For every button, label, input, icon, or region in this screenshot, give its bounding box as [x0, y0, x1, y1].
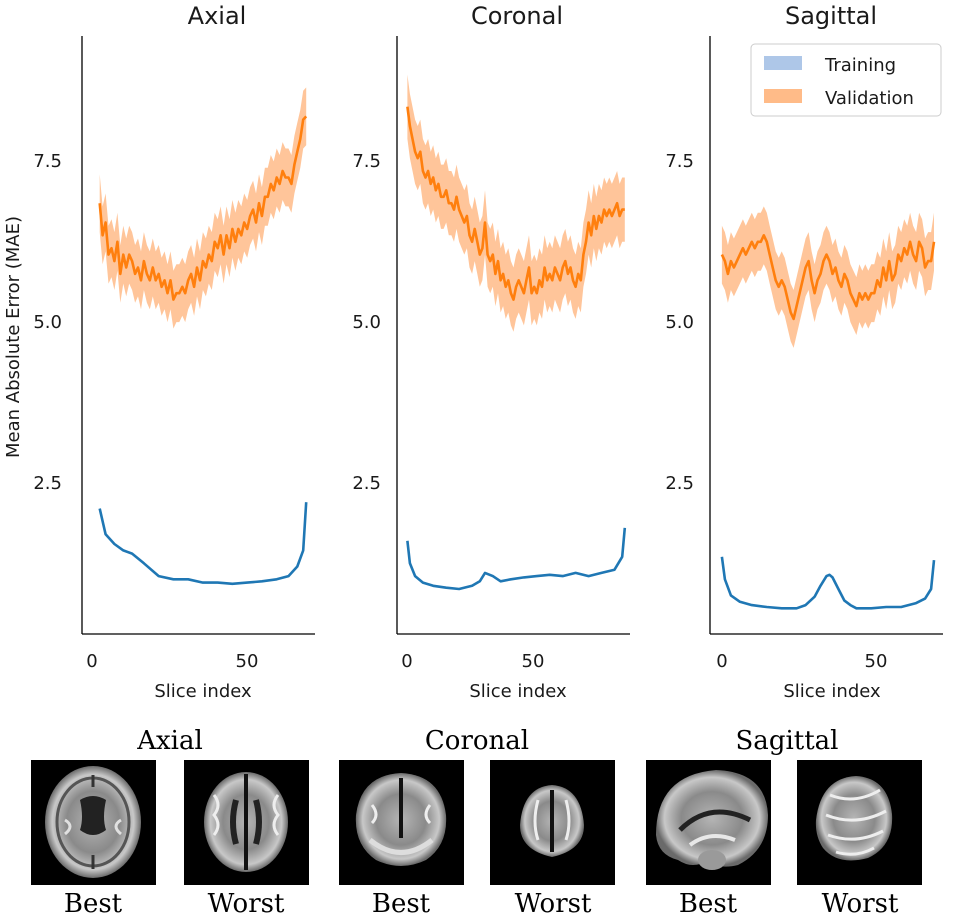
coronal-best-label: Best: [372, 889, 431, 918]
training-series-line: [406, 527, 627, 591]
sagittal-worst-image: [797, 760, 922, 885]
y-tick-label: 2.5: [352, 473, 381, 494]
legend-swatch-training: [764, 56, 802, 70]
panel-coronal: Coronal 7.5 5.0 2.5 0 50 Slice index: [352, 2, 630, 702]
panel-axial: Axial 7.5 5.0 2.5 0 50 Slice index: [33, 2, 315, 702]
y-tick-label: 5.0: [665, 312, 694, 333]
y-tick-label: 2.5: [665, 473, 694, 494]
x-tick-label: 0: [401, 651, 412, 672]
gallery-title-sagittal: Sagittal: [736, 726, 839, 756]
plot-area: [720, 206, 936, 610]
axial-worst-image: [184, 760, 309, 885]
x-tick-label: 50: [865, 651, 888, 672]
x-tick-label: 0: [86, 651, 97, 672]
x-tick-label: 50: [236, 651, 259, 672]
y-tick-label: 7.5: [665, 151, 694, 172]
y-tick-label: 7.5: [352, 151, 381, 172]
y-axis-label: Mean Absolute Error (MAE): [3, 216, 24, 458]
x-axis-label: Slice index: [154, 681, 252, 702]
axial-worst-label: Worst: [208, 889, 285, 918]
x-tick-label: 50: [522, 651, 545, 672]
validation-confidence-band: [721, 206, 934, 348]
validation-series-line: [720, 234, 936, 321]
x-tick-label: 0: [716, 651, 727, 672]
slice-gallery: Axial Coronal Sagittal Best Worst: [31, 726, 922, 918]
coronal-best-image: [339, 760, 464, 885]
y-tick-label: 2.5: [33, 473, 62, 494]
y-tick-label: 5.0: [33, 312, 62, 333]
legend-label-validation: Validation: [825, 88, 914, 109]
x-axis-label: Slice index: [469, 681, 567, 702]
axial-best-image: [31, 760, 156, 885]
x-axis-label: Slice index: [783, 681, 881, 702]
validation-series-line: [406, 106, 625, 301]
sagittal-worst-label: Worst: [822, 889, 899, 918]
axial-best-label: Best: [64, 889, 123, 918]
legend-swatch-validation: [764, 89, 802, 103]
panel-sagittal: Sagittal 7.5 5.0 2.5 0 50 Slice index: [665, 2, 943, 702]
sagittal-best-image: [646, 760, 771, 885]
gallery-title-coronal: Coronal: [425, 726, 529, 756]
legend-label-training: Training: [824, 55, 896, 76]
coronal-worst-image: [490, 760, 615, 885]
legend: Training Validation: [750, 43, 942, 117]
plot-area: [98, 87, 308, 586]
training-series-line: [98, 502, 308, 586]
panel-title: Coronal: [471, 2, 563, 30]
coronal-worst-label: Worst: [515, 889, 592, 918]
panel-title: Sagittal: [785, 2, 877, 30]
sagittal-best-label: Best: [679, 889, 738, 918]
validation-series-line: [98, 115, 308, 301]
panel-title: Axial: [188, 2, 247, 30]
y-tick-label: 7.5: [33, 151, 62, 172]
y-tick-label: 5.0: [352, 312, 381, 333]
validation-confidence-band: [99, 87, 307, 329]
gallery-title-axial: Axial: [136, 726, 203, 756]
plot-area: [406, 74, 627, 591]
training-series-line: [720, 556, 936, 610]
